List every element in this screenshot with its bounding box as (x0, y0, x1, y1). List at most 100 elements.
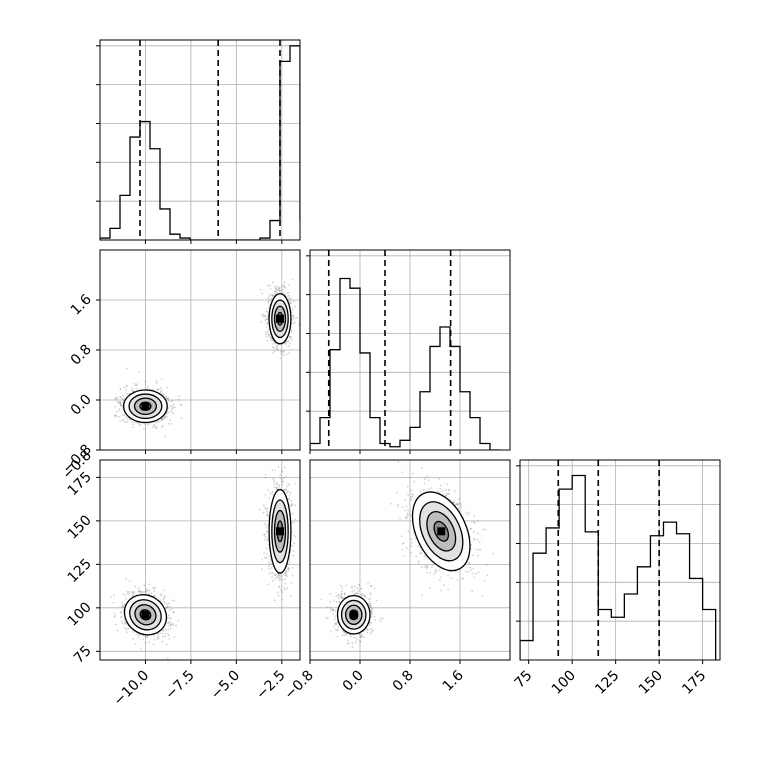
sample-point (266, 513, 269, 516)
sample-point (275, 347, 278, 350)
sample-point (478, 541, 481, 544)
sample-point (274, 573, 277, 576)
sample-point (335, 595, 338, 598)
sample-point (159, 391, 162, 394)
sample-point (353, 592, 356, 595)
sample-point (292, 317, 295, 320)
sample-point (126, 392, 129, 395)
sample-point (162, 630, 164, 632)
sample-point (353, 589, 355, 592)
sample-point (167, 621, 170, 624)
sample-point (343, 592, 346, 595)
sample-point (289, 504, 292, 507)
sample-point (151, 426, 154, 428)
sample-point (330, 608, 333, 611)
sample-point (370, 602, 372, 605)
sample-point (153, 638, 156, 641)
sample-point (279, 477, 282, 479)
sample-point (119, 420, 122, 422)
sample-point (162, 635, 164, 638)
sample-point (341, 587, 344, 589)
sample-point (112, 601, 115, 604)
sample-point (121, 397, 123, 400)
sample-point (364, 594, 367, 597)
sample-point (160, 419, 163, 422)
sample-point (267, 561, 270, 564)
sample-point (139, 424, 142, 426)
sample-point (116, 411, 118, 413)
sample-point (359, 633, 361, 636)
sample-point (283, 285, 285, 288)
sample-point (274, 290, 276, 293)
sample-point (265, 547, 268, 550)
sample-point (171, 407, 174, 410)
sample-point (287, 569, 290, 572)
sample-point (334, 622, 337, 625)
sample-point (259, 508, 261, 511)
sample-point (262, 511, 265, 514)
sample-point (171, 411, 173, 413)
sample-point (338, 597, 340, 600)
sample-point (264, 473, 267, 476)
sample-point (281, 478, 283, 481)
sample-point (128, 591, 130, 593)
sample-point (290, 331, 293, 333)
sample-point (177, 398, 180, 401)
sample-point (135, 384, 138, 387)
sample-point (122, 414, 124, 417)
sample-point (157, 636, 160, 639)
sample-point (370, 613, 373, 616)
sample-point (120, 404, 122, 407)
sample-point (271, 571, 273, 574)
sample-point (264, 506, 266, 509)
sample-point (168, 614, 170, 617)
sample-point (268, 335, 270, 338)
sample-point (131, 595, 134, 597)
sample-point (165, 607, 167, 610)
sample-point (147, 592, 150, 595)
sample-point (173, 636, 176, 639)
sample-point (146, 388, 149, 390)
sample-point (154, 586, 156, 589)
sample-point (356, 587, 359, 590)
sample-point (338, 600, 341, 603)
sample-point (272, 346, 274, 349)
sample-point (423, 565, 426, 568)
sample-point (119, 388, 122, 390)
sample-point (113, 612, 116, 615)
sample-point (162, 632, 165, 635)
sample-point (178, 395, 180, 397)
sample-point (370, 628, 373, 630)
sample-point (274, 578, 276, 580)
sample-point (116, 399, 119, 401)
sample-point (173, 624, 175, 627)
sample-point (146, 423, 149, 425)
sample-point (164, 601, 166, 604)
sample-point (374, 619, 377, 621)
sample-point (337, 626, 340, 629)
sample-point (358, 583, 360, 586)
sample-point (161, 417, 164, 420)
sample-point (277, 466, 280, 468)
sample-point (130, 590, 133, 593)
sample-point (152, 388, 155, 391)
sample-point (293, 542, 296, 545)
sample-point (267, 315, 269, 318)
sample-point (340, 592, 342, 595)
panel-frame-0-0 (99, 39, 301, 241)
sample-point (266, 530, 268, 532)
sample-point (369, 624, 371, 627)
sample-point (408, 476, 411, 479)
sample-point (288, 498, 290, 500)
sample-point (354, 641, 357, 643)
sample-point (138, 590, 140, 592)
sample-point (274, 342, 277, 345)
sample-point (136, 383, 139, 386)
sample-point (271, 339, 274, 342)
sample-point (138, 587, 140, 589)
sample-point (271, 343, 274, 345)
sample-point (373, 587, 376, 590)
sample-point (125, 631, 128, 634)
sample-point (405, 505, 408, 507)
